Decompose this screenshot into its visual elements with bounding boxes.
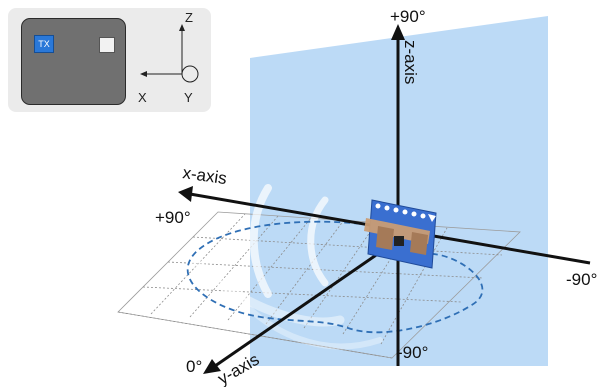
radiation-arcs <box>190 184 383 350</box>
tx-chip: TX <box>34 35 54 53</box>
orientation-inset: TX Z X Y <box>8 8 211 112</box>
inset-z-label: Z <box>185 10 193 25</box>
inset-axes: Z X Y <box>138 10 199 105</box>
radiation-pattern <box>186 220 484 334</box>
angle-right-label: -90° <box>566 270 597 289</box>
angle-front-label: 0° <box>186 357 202 376</box>
inset-y-label: Y <box>184 90 193 105</box>
inset-white-pad <box>99 37 115 53</box>
y-axis-label: y-axis <box>215 350 263 387</box>
angle-top-label: +90° <box>390 7 426 26</box>
inset-x-label: X <box>138 90 147 105</box>
y-out-of-page-icon <box>181 65 199 83</box>
z-axis-label: z-axis <box>401 40 420 84</box>
chip-icon <box>394 236 404 246</box>
y-axis-arrow <box>203 238 399 374</box>
sensor-board <box>364 199 437 269</box>
angle-left-label: +90° <box>155 208 191 227</box>
ground-grid <box>117 211 521 359</box>
angle-bottom-label: -90° <box>397 343 428 362</box>
z-axis-arrow <box>391 24 405 366</box>
inset-board: TX <box>21 18 126 105</box>
x-axis-label: x-axis <box>181 163 228 188</box>
